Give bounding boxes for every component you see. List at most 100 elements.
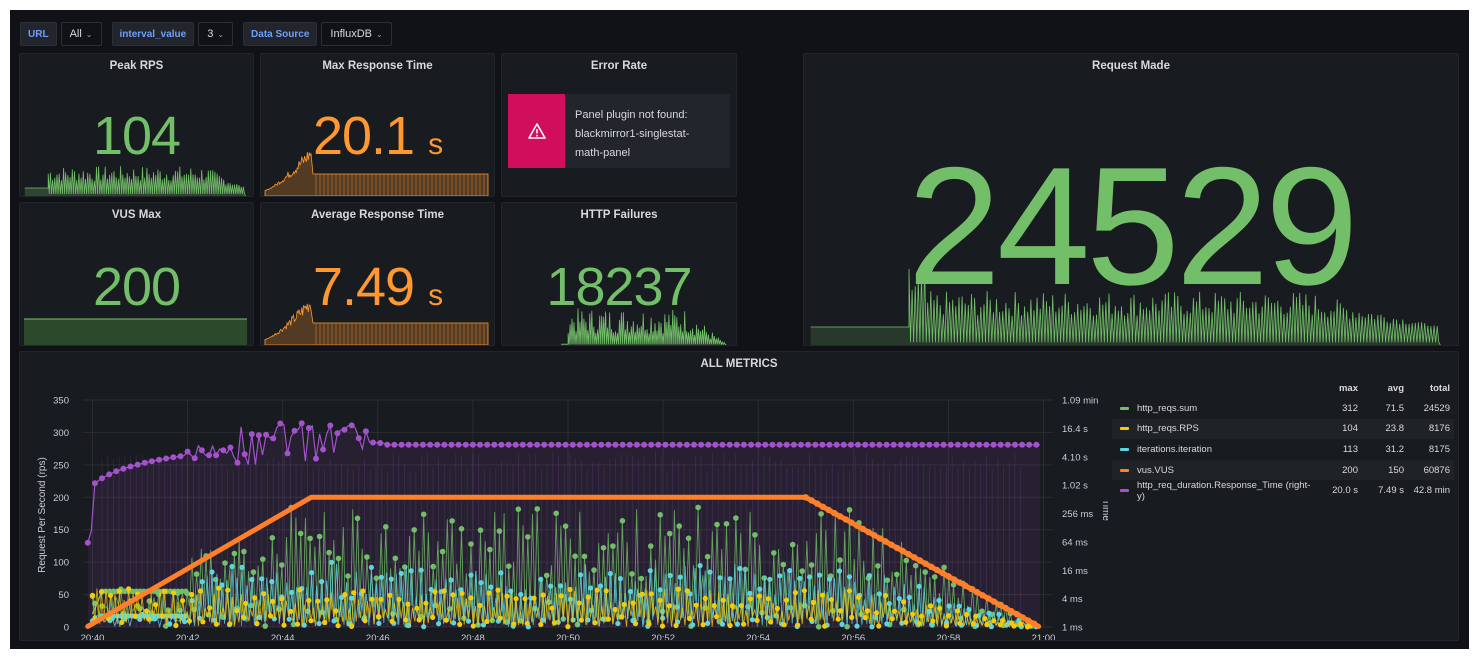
x-tick-label: 20:46 [366,633,390,641]
legend-total: 8175 [1428,443,1450,455]
y-tick-label: 0 [64,623,69,634]
url-variable-value: All [69,28,82,40]
peak-rps-panel[interactable]: Peak RPS 104 [19,53,254,197]
x-tick-label: 20:58 [937,633,961,641]
chevron-down-icon: ⌄ [375,30,383,39]
y2-tick-label: 16 ms [1062,566,1088,577]
value-unit: s [428,128,443,161]
legend-item[interactable]: http_reqs.sum 312 71.5 24529 [1112,398,1454,419]
legend-name[interactable]: http_req_duration.Response_Time (right-y… [1137,479,1311,502]
legend-total: 8176 [1428,423,1450,435]
x-tick-label: 20:42 [176,633,200,641]
legend-avg: 7.49 s [1378,485,1404,497]
legend-max: 200 [1342,464,1358,476]
url-variable-label: URL [20,22,57,46]
response-time-point [84,539,91,546]
vus-max-sparkline [24,318,247,345]
vus-point [990,598,998,605]
sparkline-line [24,166,246,196]
vus-max-value: 200 [92,257,181,317]
y-tick-label: 150 [53,525,69,536]
legend-max: 104 [1342,423,1358,435]
vus-point [950,576,958,583]
vus-point [836,513,844,520]
series-swatch [1120,468,1129,472]
vus-point [859,525,866,533]
variables-bar: URL All ⌄ interval_value 3 ⌄ Data Source I… [20,22,398,46]
dashboard: URL All ⌄ interval_value 3 ⌄ Data Source I… [10,10,1469,649]
url-variable-select[interactable]: All ⌄ [60,22,102,46]
legend-header: max avg total [1112,378,1454,398]
legend-item[interactable]: http_req_duration.Response_Time (right-y… [1112,479,1454,502]
series-line [92,562,1037,629]
all-metrics-chart[interactable]: Request Per Second (rps) Time 0 50 100 150 2… [20,352,1108,641]
panel-title: VUS Max [111,209,162,221]
x-tick-label: 21:00 [1032,633,1056,641]
chart-legend: max avg total http_reqs.sum 312 71.5 24529 … [1112,378,1454,502]
legend-col-avg[interactable]: avg [1387,382,1404,394]
legend-name[interactable]: iterations.iteration [1137,443,1212,455]
avg-response-panel[interactable]: Average Response Time 7.49 s [260,202,495,346]
avg-response-value: 7.49 s [261,257,494,326]
legend-avg: 23.8 [1385,423,1405,435]
legend-item[interactable]: vus.VUS 200 150 60876 [1112,459,1454,481]
legend-max: 20.0 s [1332,485,1358,497]
vus-point [825,506,832,514]
vus-point [848,519,855,526]
x-tick-label: 20:48 [461,633,485,641]
interval-variable-select[interactable]: 3 ⌄ [198,22,234,46]
y-tick-label: 300 [53,428,69,439]
legend-col-total[interactable]: total [1429,382,1450,394]
y2-tick-label: 1.02 s [1062,481,1088,492]
y2-axis-label: Time [1100,499,1108,521]
max-response-panel[interactable]: Max Response Time 20.1 s [260,53,495,197]
vus-max-panel[interactable]: VUS Max 200 [19,202,254,346]
vus-point [968,585,975,593]
request-made-panel[interactable]: Request Made 24529 [803,53,1459,346]
request-made-value: 24529 [907,132,1358,320]
value-number: 20.1 [312,106,415,166]
panel-title: HTTP Failures [580,209,658,221]
legend-name[interactable]: vus.VUS [1137,464,1174,476]
datasource-variable-select[interactable]: InfluxDB ⌄ [321,22,392,46]
panel-title: ALL METRICS [700,358,778,370]
y-tick-label: 50 [58,590,69,601]
series-line [92,588,1037,628]
x-tick-label: 20:50 [556,633,580,641]
x-tick-label: 20:44 [271,633,295,641]
http-failures-sparkline [561,308,727,345]
vus-point [916,557,924,564]
vus-point [979,592,986,599]
vus-point [939,569,946,577]
legend-avg: 150 [1388,464,1404,476]
vus-point [871,532,878,539]
y-tick-label: 200 [53,493,69,504]
sparkline-line [561,308,727,345]
sparkline-area [264,303,489,345]
vus-point [819,503,827,510]
series-swatch [1120,406,1129,410]
datasource-variable-value: InfluxDB [330,28,372,40]
error-rate-panel[interactable]: Error Rate Panel plugin not found: black… [501,53,737,197]
sparkline-area [264,151,489,196]
all-metrics-panel[interactable]: ALL METRICS Request Per Second (rps) Tim… [19,351,1459,641]
series-swatch [1120,447,1129,451]
vus-point [893,544,901,552]
vus-point [1025,617,1032,624]
legend-item[interactable]: iterations.iteration 113 31.2 8175 [1112,439,1454,460]
response-time-line [87,421,1040,543]
legend-item[interactable]: http_reqs.RPS 104 23.8 8176 [1112,418,1454,440]
legend-col-max[interactable]: max [1338,382,1358,394]
vus-point [922,560,929,567]
legend-name[interactable]: http_reqs.RPS [1137,423,1199,435]
panel-title: Request Made [1092,60,1170,72]
legend-avg: 71.5 [1385,402,1405,414]
http-failures-panel[interactable]: HTTP Failures 18237 [501,202,737,346]
plugin-error-message: Panel plugin not found: blackmirror1-sin… [565,94,699,168]
legend-name[interactable]: http_reqs.sum [1137,402,1198,414]
legend-total: 42.8 min [1413,485,1450,497]
error-line: Panel plugin not found: [575,109,688,121]
y2-tick-label: 256 ms [1062,509,1093,520]
panel-title: Max Response Time [322,60,433,72]
panel-title: Peak RPS [109,60,164,72]
